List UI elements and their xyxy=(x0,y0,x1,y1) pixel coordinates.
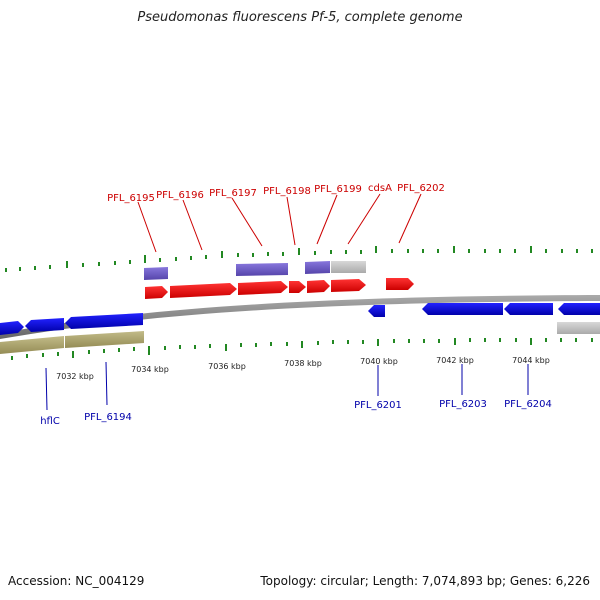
cds-arrow-6196 xyxy=(170,283,237,298)
reverse-gene-labels: hflC PFL_6194 PFL_6201 PFL_6203 PFL_6204 xyxy=(40,361,552,427)
gene-label-hflc: hflC xyxy=(40,416,60,427)
forward-cds-arrows xyxy=(145,278,414,299)
gene-label-pfl-6204: PFL_6204 xyxy=(504,399,552,410)
gene-box-6199 xyxy=(305,261,330,274)
reverse-cds-arrows xyxy=(0,303,600,335)
cds-arrow-6204 xyxy=(504,303,553,315)
gene-box-6194 xyxy=(65,331,144,348)
ruler-label: 7032 kbp xyxy=(56,372,94,381)
cds-arrow-left-edge xyxy=(0,321,24,335)
ruler-label: 7034 kbp xyxy=(131,365,169,374)
genome-summary-text: Topology: circular; Length: 7,074,893 bp… xyxy=(260,574,590,588)
cds-arrow-6202 xyxy=(386,278,414,290)
cds-arrow-6197 xyxy=(238,281,288,295)
gene-label-pfl-6198: PFL_6198 xyxy=(263,186,311,197)
ruler-label: 7036 kbp xyxy=(208,362,246,371)
ruler-label: 7038 kbp xyxy=(284,359,322,368)
cds-arrow-6195 xyxy=(145,286,168,299)
gene-label-cdsa: cdsA xyxy=(368,183,392,194)
gene-label-pfl-6195: PFL_6195 xyxy=(107,193,155,204)
cds-arrow-6203 xyxy=(422,303,503,315)
map-title: Pseudomonas fluorescens Pf-5, complete g… xyxy=(137,10,463,25)
gene-box-cdsa xyxy=(331,261,366,273)
gene-box-6195 xyxy=(144,267,168,280)
ruler-label: 7044 kbp xyxy=(512,356,550,365)
cds-arrow-cdsa xyxy=(331,279,366,292)
forward-gene-boxes xyxy=(144,261,366,280)
gene-label-pfl-6199: PFL_6199 xyxy=(314,184,362,195)
gene-box-hflc xyxy=(0,336,64,354)
ruler-labels: 7032 kbp 7034 kbp 7036 kbp 7038 kbp 7040… xyxy=(56,356,550,381)
gene-label-pfl-6197: PFL_6197 xyxy=(209,188,257,199)
cds-arrow-6201 xyxy=(368,305,385,317)
forward-gene-labels: PFL_6195 PFL_6196 PFL_6197 PFL_6198 PFL_… xyxy=(107,183,445,253)
gene-label-pfl-6196: PFL_6196 xyxy=(156,190,204,201)
accession-text: Accession: NC_004129 xyxy=(8,574,145,588)
gene-label-pfl-6202: PFL_6202 xyxy=(397,183,445,194)
ruler-label: 7040 kbp xyxy=(360,357,398,366)
cds-arrow-hflc xyxy=(25,318,64,332)
gene-label-pfl-6194: PFL_6194 xyxy=(84,412,132,423)
gene-box-right-edge xyxy=(557,322,600,334)
cds-arrow-6194 xyxy=(65,313,143,329)
ruler-label: 7042 kbp xyxy=(436,356,474,365)
gene-box-6197 xyxy=(236,263,288,276)
gene-label-pfl-6203: PFL_6203 xyxy=(439,399,487,410)
cds-arrow-6199 xyxy=(307,280,330,293)
cds-arrow-6198 xyxy=(289,281,306,293)
outer-ticks xyxy=(5,246,593,272)
cds-arrow-right-edge xyxy=(558,303,600,315)
reverse-gene-boxes xyxy=(0,322,600,354)
inner-ticks xyxy=(11,338,593,360)
gene-label-pfl-6201: PFL_6201 xyxy=(354,400,402,411)
